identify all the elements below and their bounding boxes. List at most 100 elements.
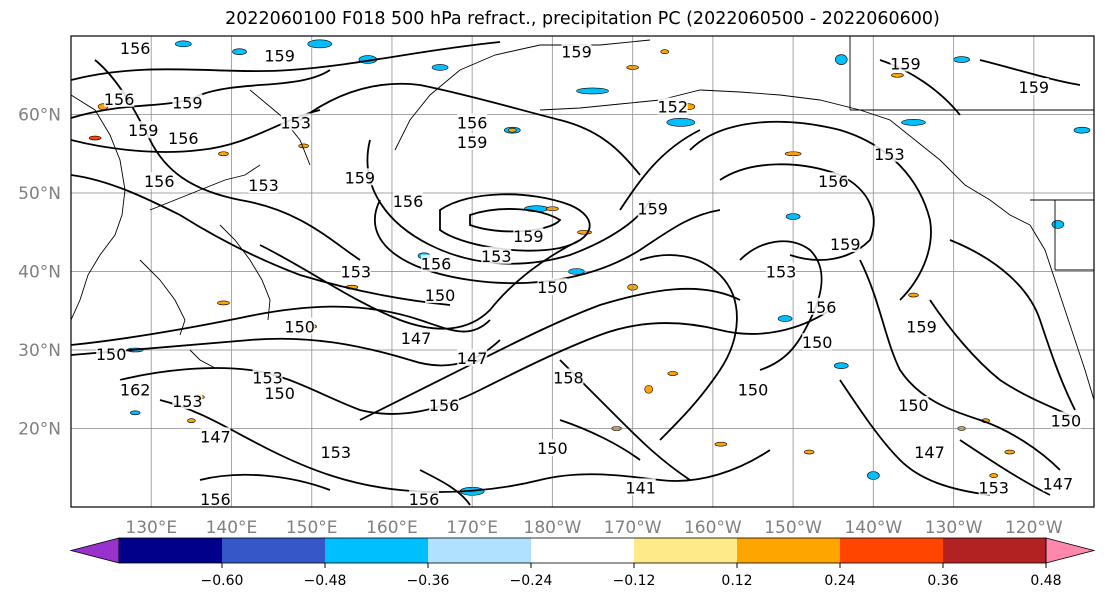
contour-label: 156 xyxy=(409,490,440,509)
contour-label: 153 xyxy=(766,263,797,282)
lon-tick-label: 140°W xyxy=(844,518,902,538)
coastline xyxy=(71,94,126,321)
contour-line xyxy=(719,163,875,261)
contour-label: 153 xyxy=(248,176,279,195)
lat-tick-label: 20°N xyxy=(18,420,61,440)
precip-patch xyxy=(777,315,793,322)
contour-label-bg xyxy=(1050,411,1081,429)
contour-label: 159 xyxy=(561,43,592,62)
contour-line xyxy=(929,299,1081,421)
precip-patch xyxy=(953,56,970,63)
contour-label: 159 xyxy=(513,227,544,246)
contour-label-bg xyxy=(284,317,315,335)
colorbar-swatch xyxy=(737,538,840,563)
coastline xyxy=(849,36,1094,111)
contour-label: 153 xyxy=(280,113,311,132)
precip-patch xyxy=(217,300,230,306)
colorbar-swatch xyxy=(119,538,222,563)
contour-label-bg xyxy=(1042,474,1073,492)
contour-label: 147 xyxy=(457,349,488,368)
colorbar-tick-label: −0.12 xyxy=(613,573,656,589)
contour-label: 159 xyxy=(890,54,921,73)
contour-label: 147 xyxy=(1043,474,1074,493)
coastline xyxy=(139,259,186,336)
lon-tick-label: 170°W xyxy=(604,518,662,538)
colorbar-frame xyxy=(118,537,1047,564)
precip-patch xyxy=(1051,220,1065,229)
precip-patch xyxy=(187,418,196,423)
contour-label: 153 xyxy=(321,443,352,462)
contour-label-bg xyxy=(104,89,135,107)
colorbar-extend-high xyxy=(1045,537,1096,564)
lon-tick-label: 150°E xyxy=(286,518,338,538)
contour-label-bg xyxy=(898,395,929,413)
precip-patch xyxy=(1073,126,1091,134)
precip-patch xyxy=(88,135,102,141)
colorbar-extend-low xyxy=(69,537,120,564)
contour-label: 153 xyxy=(978,478,1009,497)
contour-label-bg xyxy=(637,199,668,217)
contour-line xyxy=(299,82,641,176)
contour-label-bg xyxy=(537,278,568,296)
lat-tick-label: 40°N xyxy=(18,263,61,283)
contour-label: 159 xyxy=(830,235,861,254)
contour-label-bg xyxy=(537,439,568,457)
colorbar-swatch xyxy=(634,538,737,563)
contour-label-bg xyxy=(914,443,945,461)
contour-label: 162 xyxy=(120,380,151,399)
contour-label-bg xyxy=(425,286,456,304)
contour-line xyxy=(71,41,501,81)
colorbar-tick-label: 0.36 xyxy=(927,573,958,589)
contour-label-bg xyxy=(553,368,584,386)
contour-label: 150 xyxy=(284,317,315,336)
colorbar-tick-label: 0.24 xyxy=(824,573,855,589)
contour-line xyxy=(469,208,562,233)
contour-label-bg xyxy=(457,113,488,131)
contour-label: 156 xyxy=(806,298,837,317)
lat-tick-label: 30°N xyxy=(18,341,61,361)
contour-label-bg xyxy=(421,254,452,272)
contour-line xyxy=(71,337,501,367)
contour-label-bg xyxy=(172,93,203,111)
colorbar-tick-label: −0.24 xyxy=(510,573,553,589)
precip-patch xyxy=(129,410,141,416)
contour-label-bg xyxy=(457,132,488,150)
lon-tick-label: 140°E xyxy=(206,518,258,538)
contour-label: 156 xyxy=(104,90,135,109)
contour-label-bg xyxy=(200,490,231,507)
contour-label: 159 xyxy=(345,168,376,187)
contour-line xyxy=(359,287,741,421)
precip-patch xyxy=(576,87,609,95)
contour-label: 147 xyxy=(401,329,432,348)
contour-label-bg xyxy=(168,129,199,147)
precip-patch xyxy=(989,473,999,478)
contour-label-bg xyxy=(144,172,175,190)
precip-patch xyxy=(307,39,333,49)
lon-tick-label: 160°E xyxy=(366,518,418,538)
contour-label: 159 xyxy=(264,47,295,66)
colorbar-swatch xyxy=(325,538,428,563)
colorbar-tick-label: −0.60 xyxy=(201,573,244,589)
contour-label: 152 xyxy=(657,98,688,117)
contour-label: 156 xyxy=(168,129,199,148)
contour-label: 153 xyxy=(874,145,905,164)
contour-label: 153 xyxy=(172,392,203,411)
contour-label-bg xyxy=(344,168,375,186)
colorbar-swatch xyxy=(840,538,943,563)
contour-label: 150 xyxy=(738,380,769,399)
precip-patch xyxy=(660,49,670,55)
contour-label: 150 xyxy=(898,396,929,415)
precip-patch xyxy=(803,449,815,455)
contour-label: 147 xyxy=(200,427,231,446)
contour-line xyxy=(479,309,831,391)
contour-line xyxy=(539,449,771,482)
contour-label-bg xyxy=(120,38,151,56)
contour-label: 153 xyxy=(252,368,283,387)
contour-label: 158 xyxy=(553,368,584,387)
contour-label: 159 xyxy=(128,121,159,140)
precip-patch xyxy=(891,72,904,78)
lon-tick-label: 170°E xyxy=(446,518,498,538)
contour-label-bg xyxy=(409,490,440,507)
contour-label: 150 xyxy=(1051,412,1082,431)
contour-label: 159 xyxy=(457,133,488,152)
